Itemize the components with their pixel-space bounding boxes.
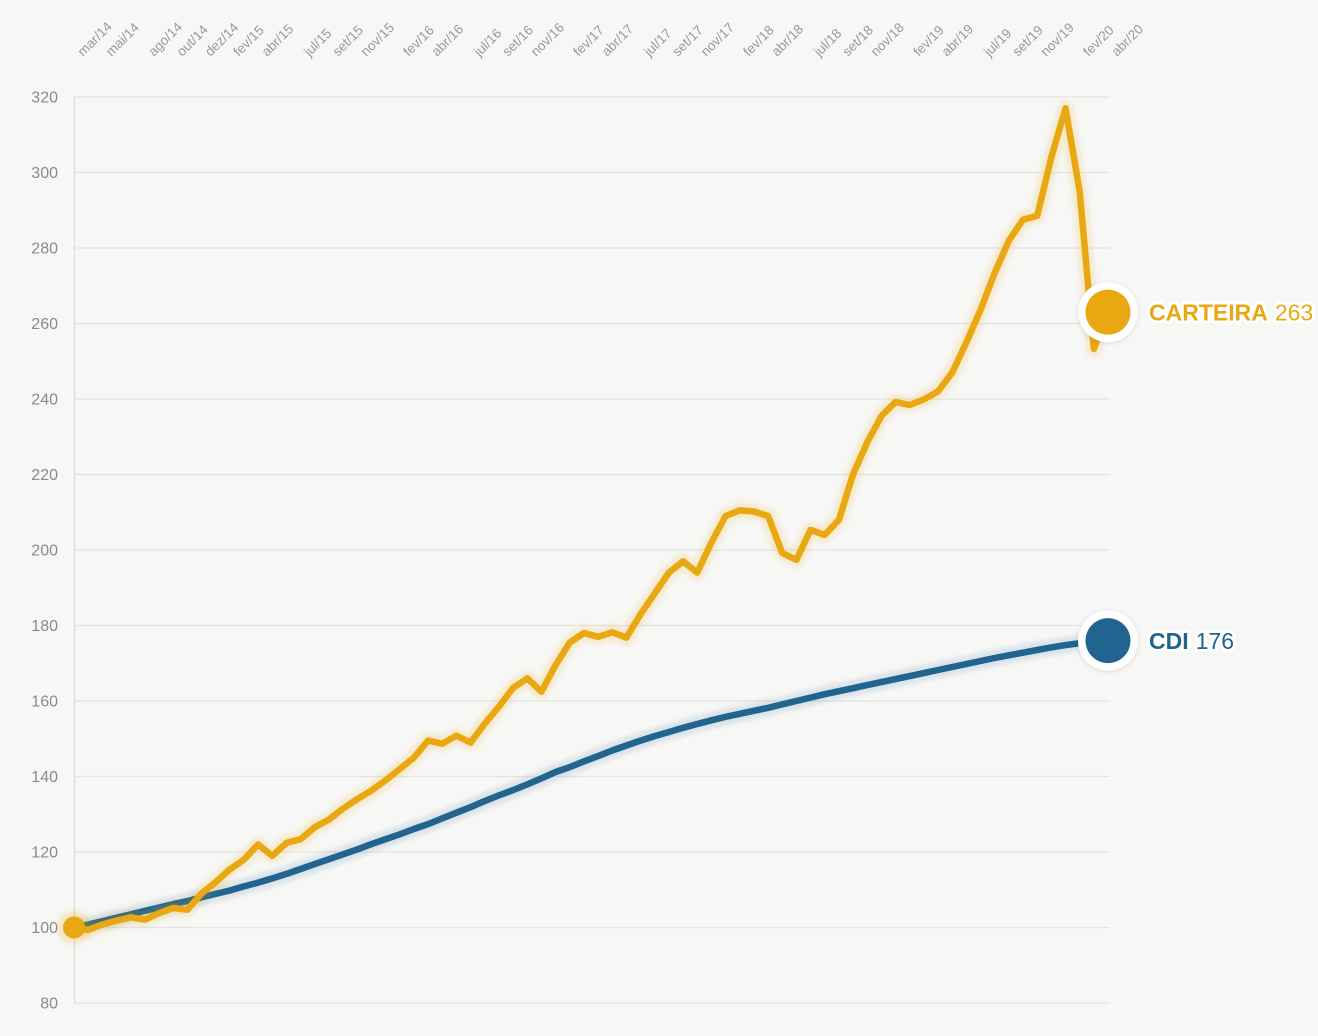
y-tick-label: 320 — [31, 90, 58, 107]
y-tick-label: 240 — [31, 392, 58, 409]
y-tick-label: 80 — [40, 996, 58, 1013]
y-tick-label: 180 — [31, 618, 58, 635]
cdi-end-label[interactable]: CDI 176 — [1146, 625, 1237, 657]
y-tick-label: 160 — [31, 694, 58, 711]
y-tick-label: 200 — [31, 543, 58, 560]
cdi-end-label-name: CDI — [1149, 628, 1189, 654]
carteira-end-label-value: 263 — [1275, 300, 1313, 326]
carteira-start-dot — [63, 916, 85, 939]
y-tick-label: 100 — [31, 920, 58, 937]
y-tick-label: 220 — [31, 467, 58, 484]
y-tick-label: 260 — [31, 316, 58, 333]
carteira-end-label[interactable]: CARTEIRA 263 — [1146, 297, 1316, 329]
cdi-end-marker[interactable] — [1085, 618, 1131, 664]
carteira-end-marker[interactable] — [1085, 289, 1131, 335]
cdi-line[interactable] — [70, 637, 1112, 931]
carteira-end-label-name: CARTEIRA — [1149, 300, 1268, 326]
carteira-line[interactable] — [70, 105, 1112, 934]
y-tick-label: 120 — [31, 845, 58, 862]
y-tick-label: 300 — [31, 165, 58, 182]
cdi-end-label-value: 176 — [1196, 628, 1234, 654]
y-tick-label: 140 — [31, 769, 58, 786]
y-tick-label: 280 — [31, 241, 58, 258]
